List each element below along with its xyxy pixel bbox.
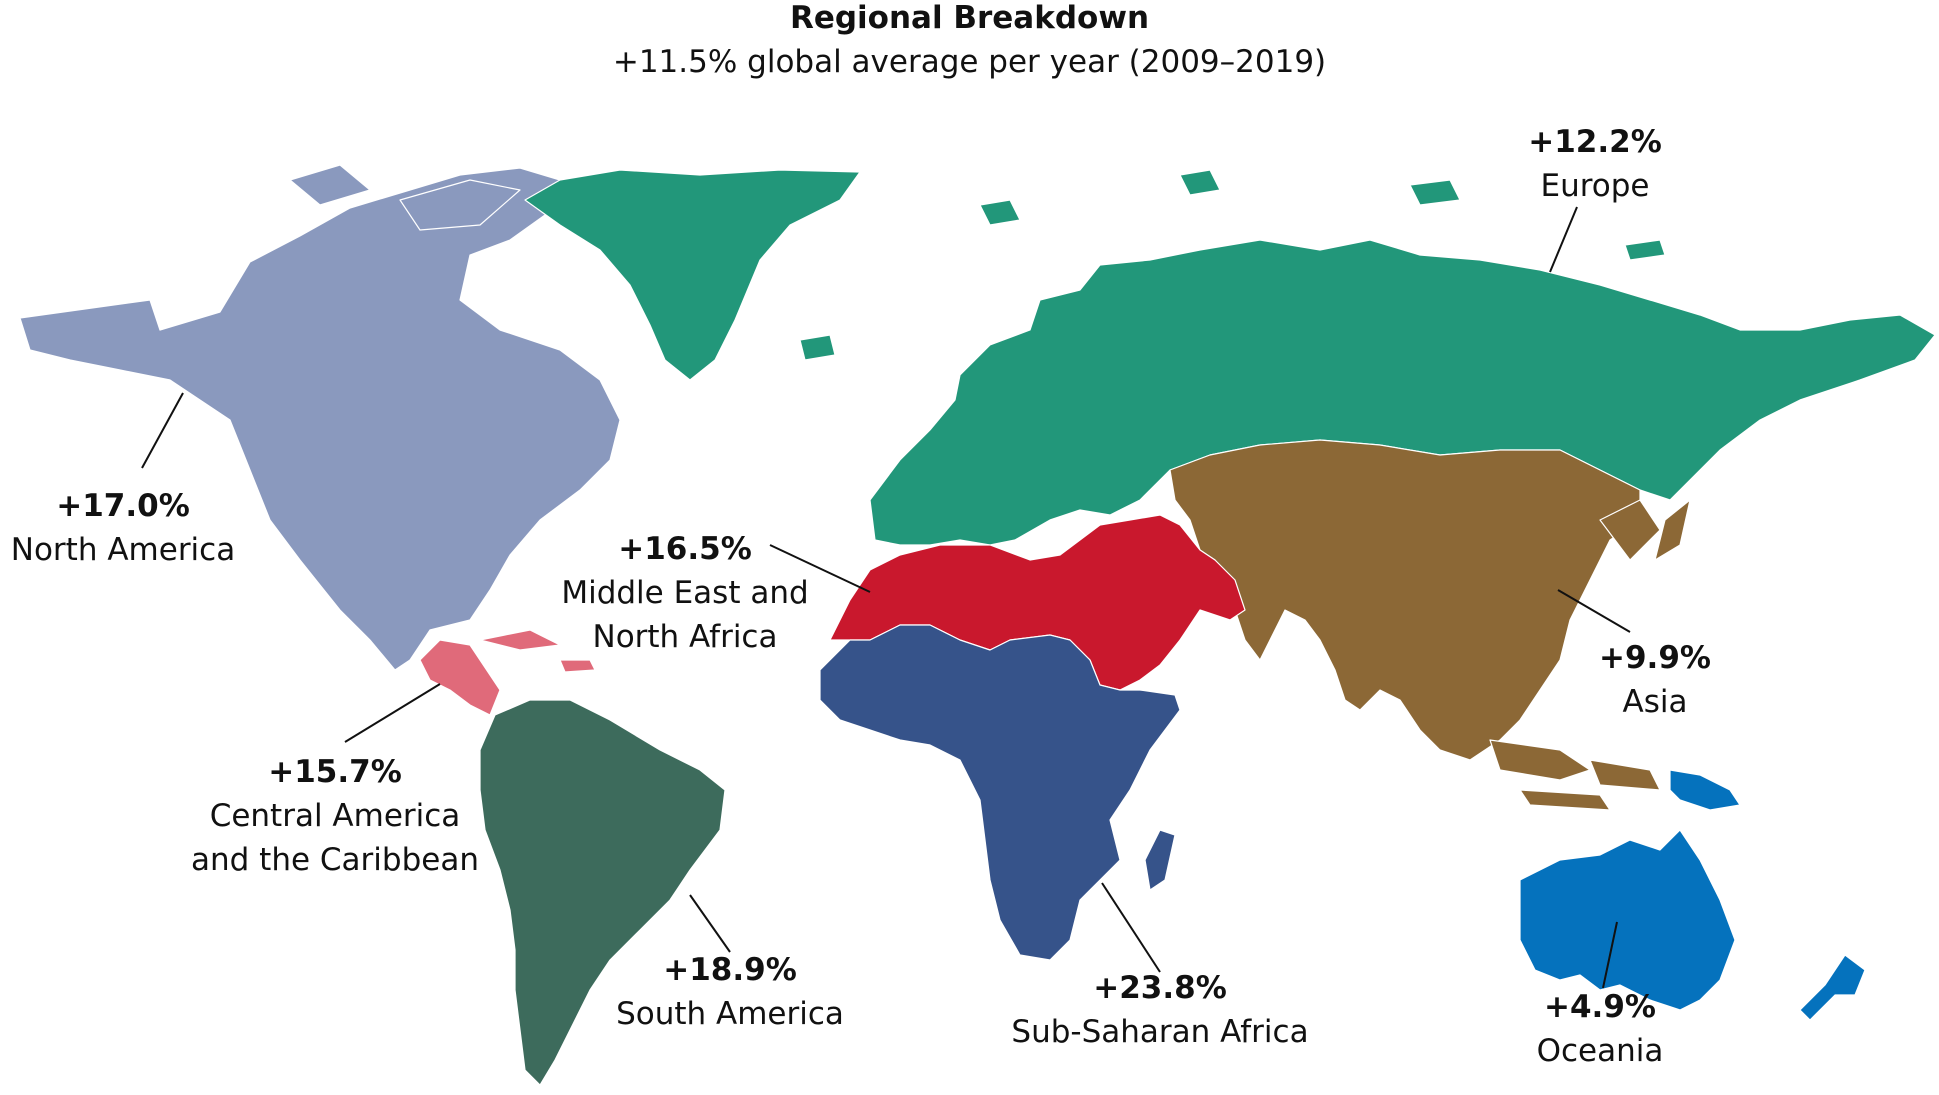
value-asia: +9.9% [1599,640,1711,676]
label-south-america: +18.9% South America [600,948,860,1036]
leader-line-mena [769,544,871,593]
leader-line-central-america [344,683,441,743]
name-sub-saharan-africa: Sub-Saharan Africa [1011,1014,1309,1050]
value-north-america: +17.0% [56,488,190,524]
name-north-america: North America [10,532,236,568]
region-asia [1169,439,1691,811]
name-mena-line1: Middle East and [561,575,809,611]
name-mena-line2: North Africa [592,619,778,655]
leader-line-europe [1549,206,1578,273]
leader-line-north-america [141,392,184,469]
region-south-america [479,699,726,1086]
name-europe: Europe [1540,168,1650,204]
label-sub-saharan-africa: +23.8% Sub-Saharan Africa [990,966,1330,1054]
label-europe: +12.2% Europe [1505,120,1685,208]
name-central-america-line1: Central America [209,798,461,834]
label-asia: +9.9% Asia [1590,636,1720,724]
leader-line-south-america [689,894,731,953]
name-asia: Asia [1622,684,1688,720]
name-central-america-line2: and the Caribbean [191,842,479,878]
value-south-america: +18.9% [663,952,797,988]
label-north-america: +17.0% North America [0,484,246,572]
region-oceania [1519,769,1866,1021]
region-north-america [19,164,621,671]
value-mena: +16.5% [618,531,752,567]
leader-line-oceania [1602,921,1618,989]
label-mena: +16.5% Middle East and North Africa [545,527,825,659]
region-sub-saharan-africa [819,624,1181,961]
region-central-america [419,629,596,716]
value-sub-saharan-africa: +23.8% [1093,970,1227,1006]
name-oceania: Oceania [1536,1033,1664,1069]
value-oceania: +4.9% [1544,989,1656,1025]
region-europe [524,169,1936,546]
map-title: Regional Breakdown [789,0,1150,36]
name-south-america: South America [616,996,844,1032]
label-central-america: +15.7% Central America and the Caribbean [175,750,495,882]
leader-line-asia [1557,589,1631,633]
value-central-america: +15.7% [268,754,402,790]
map-subtitle: +11.5% global average per year (2009–201… [612,44,1327,80]
label-oceania: +4.9% Oceania [1520,985,1680,1073]
value-europe: +12.2% [1528,124,1662,160]
leader-line-sub-saharan-africa [1101,882,1161,973]
